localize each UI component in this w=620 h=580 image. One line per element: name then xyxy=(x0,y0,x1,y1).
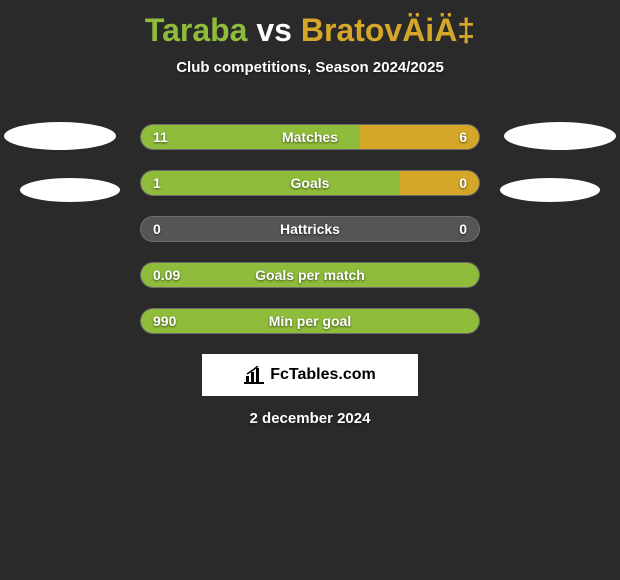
stat-row: 1 Goals 0 xyxy=(140,170,480,196)
chart-icon xyxy=(244,366,264,384)
vs-text: vs xyxy=(256,12,292,48)
stats-bars: 11 Matches 6 1 Goals 0 0 Hattricks 0 0.09 Goals pe… xyxy=(140,124,480,354)
stat-left-value: 1 xyxy=(153,175,161,191)
stat-left-value: 990 xyxy=(153,313,176,329)
stat-left-value: 0 xyxy=(153,221,161,237)
stat-row: 990 Min per goal xyxy=(140,308,480,334)
stat-left-value: 0.09 xyxy=(153,267,180,283)
player1-shadow-bottom xyxy=(20,178,120,202)
brand-text: FcTables.com xyxy=(270,366,376,384)
stat-label: Goals per match xyxy=(255,267,365,283)
stat-right-value: 6 xyxy=(459,129,467,145)
stat-row: 11 Matches 6 xyxy=(140,124,480,150)
date-text: 2 december 2024 xyxy=(0,410,620,427)
player1-shadow-top xyxy=(4,122,116,150)
subtitle: Club competitions, Season 2024/2025 xyxy=(0,59,620,76)
stat-label: Min per goal xyxy=(269,313,351,329)
comparison-title: Taraba vs BratovÄiÄ‡ xyxy=(0,0,620,49)
stat-right-value: 0 xyxy=(459,221,467,237)
stat-row: 0 Hattricks 0 xyxy=(140,216,480,242)
player2-name: BratovÄiÄ‡ xyxy=(301,12,475,48)
stat-label: Hattricks xyxy=(280,221,340,237)
stat-left-value: 11 xyxy=(153,129,168,145)
bar-left-fill xyxy=(141,171,400,195)
player2-shadow-bottom xyxy=(500,178,600,202)
player2-shadow-top xyxy=(504,122,616,150)
brand-box: FcTables.com xyxy=(202,354,418,396)
stat-label: Matches xyxy=(282,129,338,145)
stat-row: 0.09 Goals per match xyxy=(140,262,480,288)
stat-label: Goals xyxy=(291,175,330,191)
stat-right-value: 0 xyxy=(459,175,467,191)
player1-name: Taraba xyxy=(145,12,248,48)
